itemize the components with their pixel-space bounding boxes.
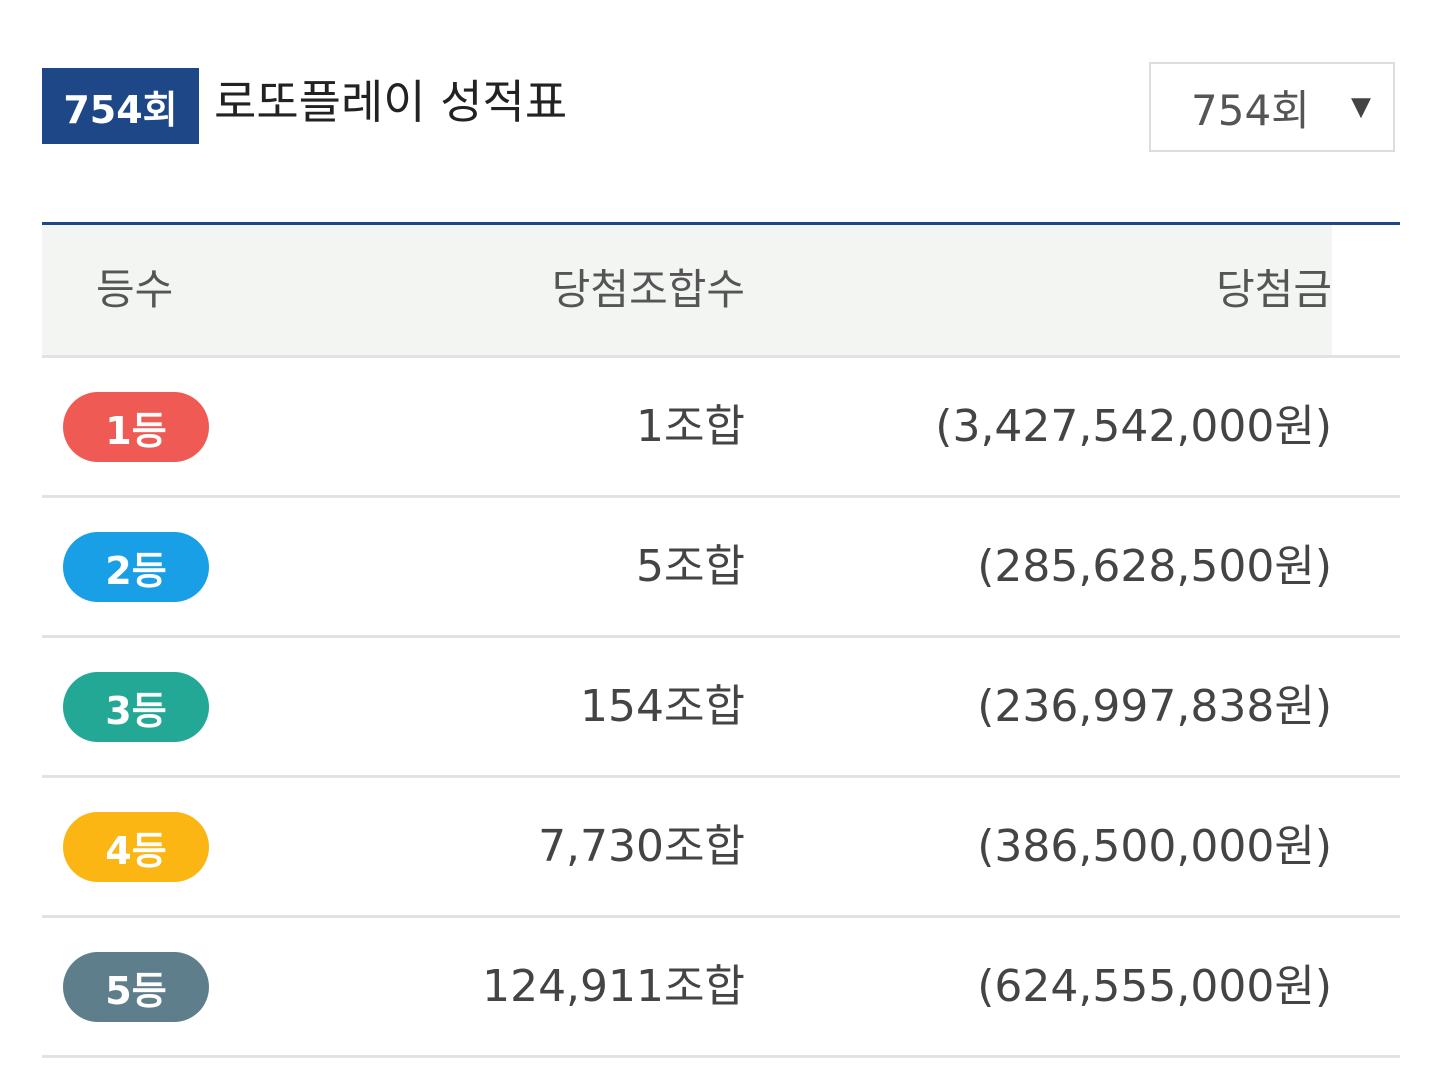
page-title: 로또플레이 성적표 <box>214 75 568 129</box>
table-header: 등수 당첨조합수 당첨금 <box>42 225 1400 358</box>
column-header-rank: 등수 <box>96 265 174 314</box>
combo-count: 124,911조합 <box>482 961 745 1012</box>
rank-badge: 3등 <box>63 672 209 742</box>
table-row: 5등 124,911조합 (624,555,000원) <box>42 918 1400 1058</box>
combo-count: 154조합 <box>580 681 745 732</box>
rank-badge: 4등 <box>63 812 209 882</box>
table-row: 2등 5조합 (285,628,500원) <box>42 498 1400 638</box>
prize-amount: (236,997,838원) <box>977 681 1332 732</box>
table-row: 4등 7,730조합 (386,500,000원) <box>42 778 1400 918</box>
combo-count: 1조합 <box>636 401 745 452</box>
column-header-prize: 당첨금 <box>1216 265 1332 314</box>
round-select[interactable]: 754회 ▼ <box>1149 62 1395 152</box>
round-badge: 754회 <box>42 68 199 144</box>
prize-amount: (386,500,000원) <box>977 821 1332 872</box>
rank-badge: 2등 <box>63 532 209 602</box>
prize-amount: (624,555,000원) <box>977 961 1332 1012</box>
triangle-down-icon: ▼ <box>1351 92 1371 122</box>
prize-amount: (3,427,542,000원) <box>935 401 1332 452</box>
table-row: 1등 1조합 (3,427,542,000원) <box>42 358 1400 498</box>
combo-count: 7,730조합 <box>538 821 745 872</box>
column-header-combos: 당첨조합수 <box>551 265 745 314</box>
combo-count: 5조합 <box>636 541 745 592</box>
results-table: 등수 당첨조합수 당첨금 1등 1조합 (3,427,542,000원) 2등 5… <box>42 222 1400 1058</box>
prize-amount: (285,628,500원) <box>977 541 1332 592</box>
rank-badge: 1등 <box>63 392 209 462</box>
rank-badge: 5등 <box>63 952 209 1022</box>
table-row: 3등 154조합 (236,997,838원) <box>42 638 1400 778</box>
round-select-value: 754회 <box>1191 85 1310 135</box>
